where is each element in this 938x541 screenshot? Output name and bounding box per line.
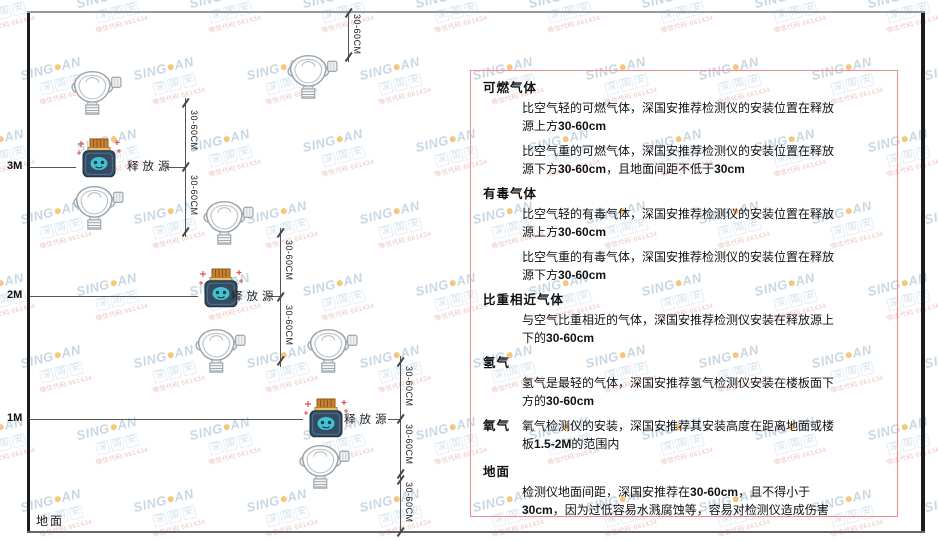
section-combustible: 可燃气体 比空气轻的可燃气体，深国安推荐检测仪的安装位置在释放源上方30-60c… bbox=[483, 79, 885, 178]
release-source-icon bbox=[76, 138, 122, 178]
dim-label: 30-60CM bbox=[284, 305, 294, 346]
dim-line-ceiling bbox=[348, 12, 349, 62]
section-paragraph: 比空气轻的可燃气体，深国安推荐检测仪的安装位置在释放源上方30-60cm bbox=[522, 101, 835, 133]
release-source-label: 释放源 bbox=[231, 289, 278, 303]
dim-label: 30-60CM bbox=[352, 14, 362, 55]
height-marker-3m: 3M bbox=[7, 160, 23, 172]
section-paragraph: 检测仪地面间距，深国安推荐在30-60cm，且不得小于30cm，因为过低容易水溅… bbox=[522, 485, 829, 517]
section-oxygen: 氧气 氧气检测仪的安装，深国安推荐其安装高度在距离地面或楼板1.5-2M的范围内 bbox=[483, 417, 885, 460]
dim-label: 30-60CM bbox=[189, 175, 199, 216]
height-line-3m bbox=[30, 167, 76, 168]
section-heading: 有毒气体 bbox=[483, 186, 538, 201]
dim-line-1m bbox=[400, 356, 401, 533]
right-wall bbox=[921, 11, 925, 533]
floor-line bbox=[27, 531, 925, 533]
height-marker-2m: 2M bbox=[7, 289, 23, 301]
section-paragraph: 比空气重的有毒气体，深国安推荐检测仪的安装位置在释放源下方30-60cm bbox=[522, 250, 835, 282]
height-line-2m-ext bbox=[268, 296, 280, 297]
gas-detector-icon bbox=[202, 198, 254, 246]
dim-label: 30-60CM bbox=[404, 366, 414, 407]
dim-label: 30-60CM bbox=[404, 482, 414, 523]
release-source-label: 释放源 bbox=[127, 159, 174, 173]
section-hydrogen: 氢气 氢气是最轻的气体，深国安推荐氢气检测仪安装在楼板面下方的30-60cm bbox=[483, 354, 885, 410]
section-heading: 地面 bbox=[483, 464, 511, 479]
gas-detector-icon bbox=[286, 52, 338, 100]
height-marker-1m: 1M bbox=[7, 412, 23, 424]
section-ground: 地面 检测仪地面间距，深国安推荐在30-60cm，且不得小于30cm，因为过低容… bbox=[483, 463, 885, 517]
height-line-2m bbox=[30, 296, 198, 297]
ground-label: 地面 bbox=[36, 514, 65, 528]
height-line-1m bbox=[30, 419, 303, 420]
info-panel: 可燃气体 比空气轻的可燃气体，深国安推荐检测仪的安装位置在释放源上方30-60c… bbox=[470, 70, 898, 517]
gas-detector-icon bbox=[298, 442, 350, 490]
left-wall bbox=[27, 11, 30, 533]
section-heading: 氧气 bbox=[483, 418, 511, 433]
gas-detector-icon bbox=[72, 183, 124, 231]
section-heading: 氢气 bbox=[483, 355, 511, 370]
release-source-icon bbox=[303, 398, 349, 438]
height-line-1m-ext bbox=[388, 419, 400, 420]
dim-label: 30-60CM bbox=[404, 424, 414, 465]
ceiling-line bbox=[27, 11, 925, 13]
gas-detector-icon bbox=[306, 326, 358, 374]
gas-detector-icon bbox=[194, 326, 246, 374]
section-paragraph: 氢气是最轻的气体，深国安推荐氢气检测仪安装在楼板面下方的30-60cm bbox=[522, 376, 835, 408]
section-heading: 可燃气体 bbox=[483, 80, 538, 95]
section-heading: 比重相近气体 bbox=[483, 292, 565, 307]
dim-label: 30-60CM bbox=[284, 240, 294, 281]
section-paragraph: 比空气轻的有毒气体，深国安推荐检测仪的安装位置在释放源上方30-60cm bbox=[522, 207, 835, 239]
section-toxic: 有毒气体 比空气轻的有毒气体，深国安推荐检测仪的安装位置在释放源上方30-60c… bbox=[483, 185, 885, 284]
gas-detector-icon bbox=[70, 68, 122, 116]
dim-label: 30-60CM bbox=[189, 110, 199, 151]
section-paragraph: 与空气比重相近的气体，深国安推荐检测仪安装在释放源上下的30-60cm bbox=[522, 313, 835, 345]
height-line-3m-ext bbox=[166, 167, 185, 168]
section-similar-density: 比重相近气体 与空气比重相近的气体，深国安推荐检测仪安装在释放源上下的30-60… bbox=[483, 291, 885, 347]
section-paragraph: 氧气检测仪的安装，深国安推荐其安装高度在距离地面或楼板1.5-2M的范围内 bbox=[522, 419, 835, 451]
section-paragraph: 比空气重的可燃气体，深国安推荐检测仪的安装位置在释放源下方30-60cm，且地面… bbox=[522, 144, 835, 176]
release-source-label: 释放源 bbox=[344, 412, 391, 426]
